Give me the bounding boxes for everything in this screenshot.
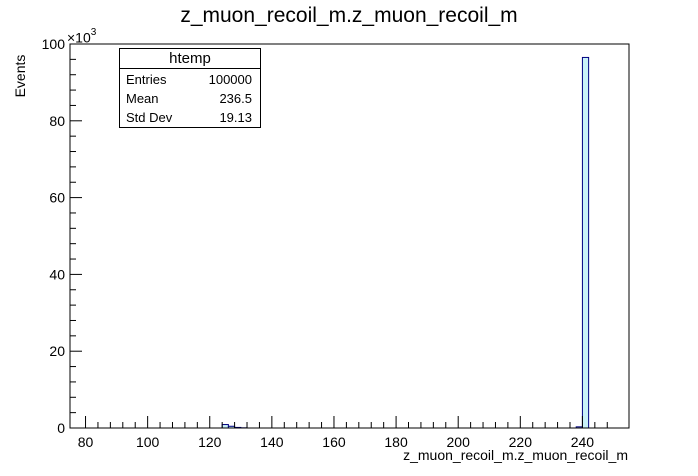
stats-row-entries: Entries 100000 xyxy=(120,69,260,88)
stats-label: Mean xyxy=(126,91,159,106)
x-tick-label: 100 xyxy=(136,434,160,450)
x-tick-label: 120 xyxy=(198,434,222,450)
x-tick-label: 200 xyxy=(447,434,471,450)
y-exponent-power: 3 xyxy=(90,27,97,38)
y-tick-label: 60 xyxy=(49,190,65,206)
histogram-bar xyxy=(221,424,229,429)
x-axis-label: z_muon_recoil_m.z_muon_recoil_m xyxy=(403,447,628,463)
histogram-bar xyxy=(581,56,590,429)
stats-box-title: htemp xyxy=(120,49,260,69)
x-tick-label: 80 xyxy=(78,434,94,450)
stats-row-stddev: Std Dev 19.13 xyxy=(120,107,260,126)
stats-value: 19.13 xyxy=(219,110,252,125)
stats-label: Entries xyxy=(126,72,167,87)
histogram-bars xyxy=(221,56,590,429)
stats-label: Std Dev xyxy=(126,110,173,125)
x-tick-label: 160 xyxy=(322,434,346,450)
y-tick-label: 80 xyxy=(49,113,65,129)
stats-row-mean: Mean 236.5 xyxy=(120,88,260,107)
stats-value: 236.5 xyxy=(219,91,252,106)
y-tick-label: 40 xyxy=(49,266,65,282)
y-tick-label: 0 xyxy=(57,420,65,436)
x-tick-label: 220 xyxy=(509,434,533,450)
y-axis-label: Events xyxy=(12,54,28,98)
x-tick-label: 140 xyxy=(260,434,284,450)
x-tick-label: 180 xyxy=(384,434,408,450)
chart-title: z_muon_recoil_m.z_muon_recoil_m xyxy=(180,4,518,27)
y-tick-label: 100 xyxy=(42,36,66,52)
x-tick-label: 240 xyxy=(571,434,595,450)
tick-labels: 80 100 120 140 160 180 200 220 240 0 20 40 60 80 100 xyxy=(42,36,595,450)
stats-value: 100000 xyxy=(208,72,252,87)
y-tick-label: 20 xyxy=(49,343,65,359)
axes xyxy=(69,43,630,429)
y-exponent-base: ×10 xyxy=(67,29,91,46)
y-axis-exponent: ×103 xyxy=(67,27,97,46)
stats-box: htemp Entries 100000 Mean 236.5 Std Dev … xyxy=(119,48,261,128)
plot-frame xyxy=(69,43,630,429)
